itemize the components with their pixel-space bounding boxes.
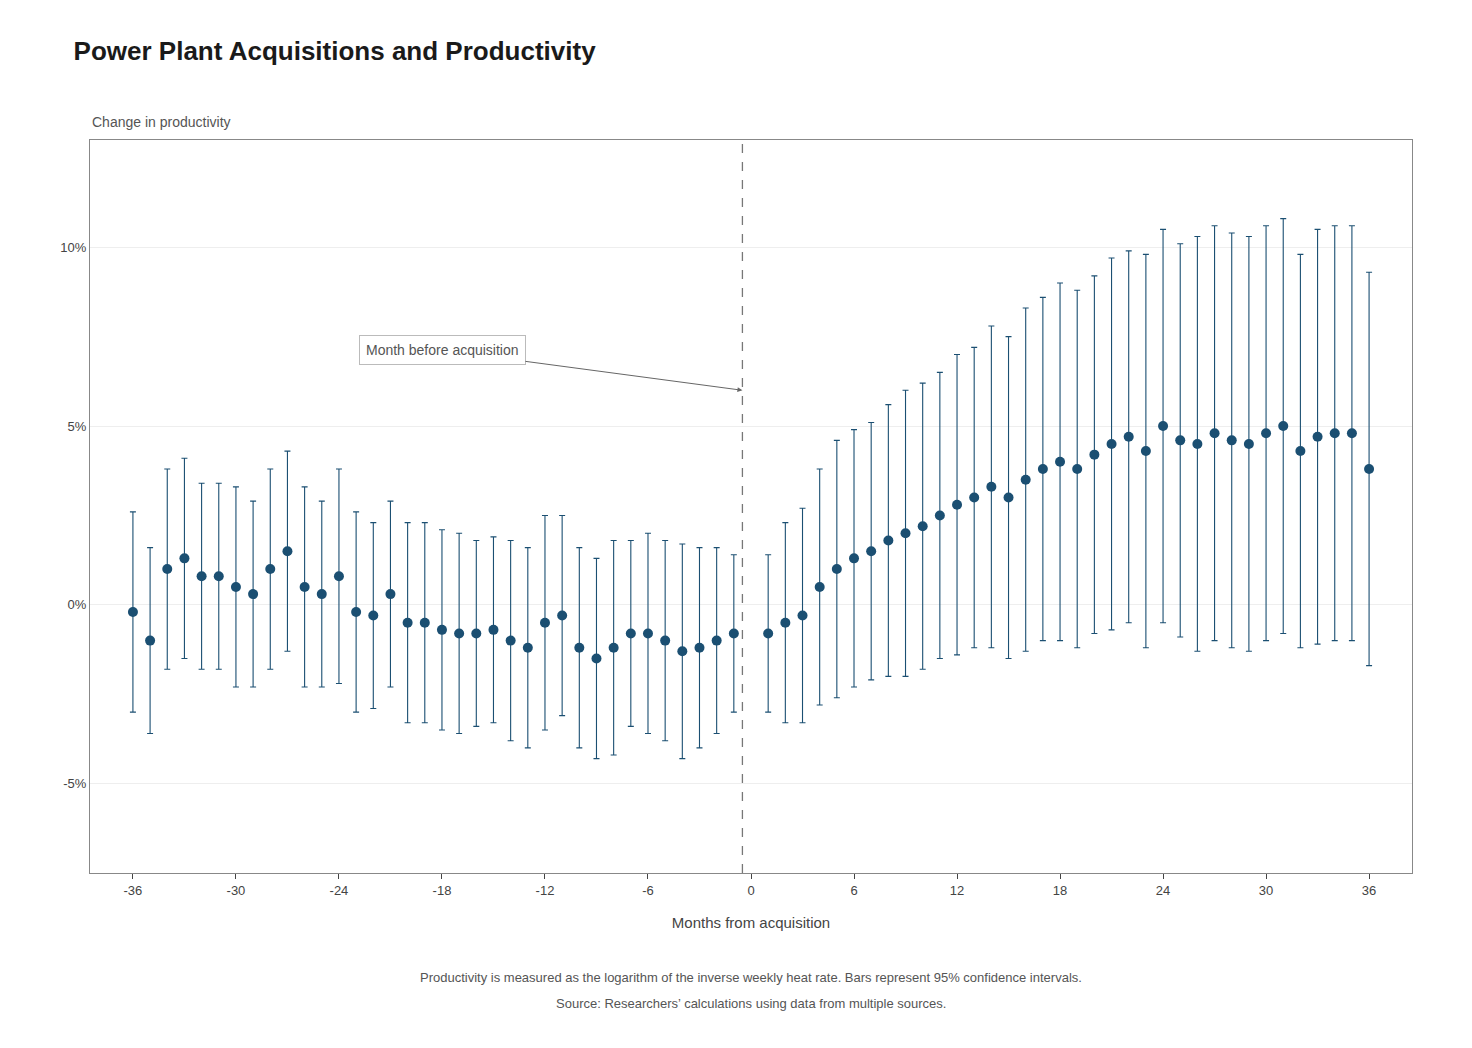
svg-text:0%: 0% — [68, 597, 87, 612]
svg-text:24: 24 — [1156, 883, 1170, 898]
svg-text:-18: -18 — [433, 883, 452, 898]
svg-text:-36: -36 — [124, 883, 143, 898]
svg-text:5%: 5% — [68, 419, 87, 434]
svg-text:Change in productivity: Change in productivity — [92, 114, 231, 130]
svg-text:6: 6 — [850, 883, 857, 898]
svg-text:Power Plant Acquisitions and P: Power Plant Acquisitions and Productivit… — [74, 36, 597, 66]
svg-text:-6: -6 — [642, 883, 654, 898]
svg-text:Productivity is measured as th: Productivity is measured as the logarith… — [420, 970, 1082, 985]
svg-text:Months from acquisition: Months from acquisition — [672, 914, 830, 931]
svg-text:-24: -24 — [330, 883, 349, 898]
svg-text:-5%: -5% — [63, 776, 87, 791]
svg-text:-30: -30 — [227, 883, 246, 898]
svg-text:18: 18 — [1053, 883, 1067, 898]
svg-text:30: 30 — [1259, 883, 1273, 898]
svg-text:Month before acquisition: Month before acquisition — [366, 342, 519, 358]
svg-text:0: 0 — [747, 883, 754, 898]
svg-text:Source: Researchers’ calculati: Source: Researchers’ calculations using … — [556, 996, 946, 1011]
svg-text:36: 36 — [1362, 883, 1376, 898]
svg-text:10%: 10% — [60, 240, 86, 255]
svg-text:12: 12 — [950, 883, 964, 898]
svg-text:-12: -12 — [536, 883, 555, 898]
